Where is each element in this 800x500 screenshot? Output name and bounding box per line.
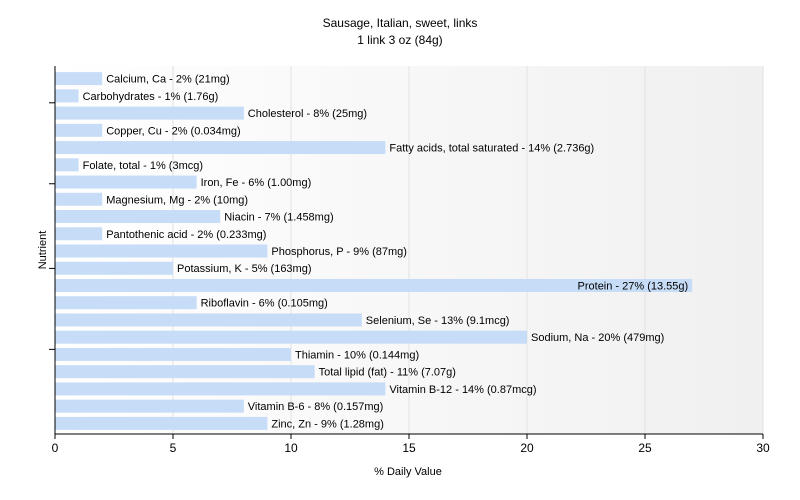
bar-label: Thiamin - 10% (0.144mg) bbox=[295, 349, 419, 361]
bar-label: Copper, Cu - 2% (0.034mg) bbox=[106, 125, 241, 137]
bar bbox=[55, 347, 291, 361]
bar bbox=[55, 72, 103, 86]
chart-subtitle: 1 link 3 oz (84g) bbox=[357, 33, 443, 47]
bar-label: Riboflavin - 6% (0.105mg) bbox=[201, 298, 328, 310]
x-tick-label: 5 bbox=[170, 441, 177, 455]
bar bbox=[55, 382, 386, 396]
bar bbox=[55, 106, 244, 120]
bar-label: Carbohydrates - 1% (1.76g) bbox=[83, 91, 219, 103]
bar-label: Protein - 27% (13.55g) bbox=[578, 280, 689, 292]
bar bbox=[55, 192, 103, 206]
bar bbox=[55, 244, 268, 258]
bar bbox=[55, 158, 79, 172]
bar-label: Pantothenic acid - 2% (0.233mg) bbox=[106, 229, 266, 241]
bar-label: Potassium, K - 5% (163mg) bbox=[177, 263, 312, 275]
bar bbox=[55, 278, 693, 292]
x-tick-label: 10 bbox=[284, 441, 298, 455]
x-axis-label: % Daily Value bbox=[374, 466, 442, 478]
bar-label: Calcium, Ca - 2% (21mg) bbox=[106, 74, 229, 86]
x-tick-label: 30 bbox=[756, 441, 770, 455]
bar-label: Iron, Fe - 6% (1.00mg) bbox=[201, 177, 312, 189]
bar bbox=[55, 210, 221, 224]
bar bbox=[55, 313, 362, 327]
bar-label: Folate, total - 1% (3mcg) bbox=[83, 160, 203, 172]
bar-label: Total lipid (fat) - 11% (7.07g) bbox=[319, 367, 456, 379]
x-tick-label: 15 bbox=[402, 441, 416, 455]
bar-label: Magnesium, Mg - 2% (10mg) bbox=[106, 194, 248, 206]
bar bbox=[55, 89, 79, 103]
bar-label: Selenium, Se - 13% (9.1mcg) bbox=[366, 315, 510, 327]
x-tick-label: 0 bbox=[52, 441, 59, 455]
bar-label: Vitamin B-6 - 8% (0.157mg) bbox=[248, 401, 384, 413]
bar-label: Vitamin B-12 - 14% (0.87mcg) bbox=[389, 384, 536, 396]
bar bbox=[55, 399, 244, 413]
bar-label: Niacin - 7% (1.458mg) bbox=[224, 212, 333, 224]
bar bbox=[55, 261, 173, 275]
chart-title: Sausage, Italian, sweet, links bbox=[322, 16, 478, 30]
bar bbox=[55, 175, 197, 189]
bar-label: Cholesterol - 8% (25mg) bbox=[248, 108, 367, 120]
bar bbox=[55, 123, 103, 137]
x-tick-label: 25 bbox=[638, 441, 652, 455]
bar-label: Phosphorus, P - 9% (87mg) bbox=[271, 246, 407, 258]
bar bbox=[55, 416, 268, 430]
bar bbox=[55, 227, 103, 241]
y-axis-label: Nutrient bbox=[37, 230, 49, 270]
bar bbox=[55, 141, 386, 155]
bar bbox=[55, 330, 527, 344]
bar-label: Fatty acids, total saturated - 14% (2.73… bbox=[389, 143, 594, 155]
x-tick-label: 20 bbox=[520, 441, 534, 455]
bar bbox=[55, 296, 197, 310]
bar bbox=[55, 365, 315, 379]
bar-label: Sodium, Na - 20% (479mg) bbox=[531, 332, 664, 344]
bar-label: Zinc, Zn - 9% (1.28mg) bbox=[271, 418, 383, 430]
